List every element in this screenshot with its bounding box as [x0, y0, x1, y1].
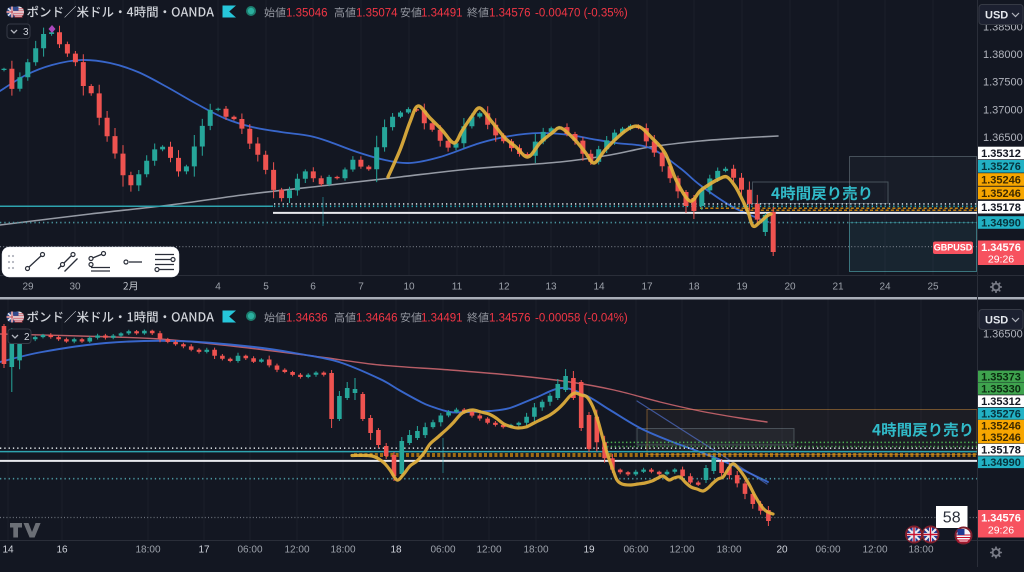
- svg-text:29:26: 29:26: [988, 254, 1014, 266]
- svg-text:1.35276: 1.35276: [981, 409, 1021, 421]
- svg-text:13: 13: [545, 282, 557, 293]
- svg-text:14: 14: [593, 282, 605, 293]
- svg-text:1.35373: 1.35373: [981, 371, 1021, 383]
- svg-text:1.34491: 1.34491: [421, 8, 463, 20]
- svg-text:5: 5: [263, 282, 269, 293]
- svg-text:12:00: 12:00: [284, 545, 309, 556]
- svg-text:12:00: 12:00: [862, 545, 887, 556]
- svg-text:1.35178: 1.35178: [981, 202, 1021, 214]
- svg-text:2: 2: [24, 332, 30, 343]
- svg-text:18:00: 18:00: [330, 545, 355, 556]
- svg-text:1.36500: 1.36500: [983, 132, 1023, 144]
- svg-text:16: 16: [56, 545, 68, 556]
- svg-text:1.34576: 1.34576: [489, 313, 531, 325]
- svg-text:18:00: 18:00: [908, 545, 933, 556]
- svg-text:1.35276: 1.35276: [981, 161, 1021, 173]
- svg-text:-0.00470 (-0.35%): -0.00470 (-0.35%): [535, 8, 628, 20]
- svg-text:19: 19: [583, 545, 595, 556]
- svg-text:12:00: 12:00: [669, 545, 694, 556]
- svg-text:29:26: 29:26: [988, 525, 1014, 537]
- svg-text:20: 20: [776, 545, 788, 556]
- svg-text:1.35178: 1.35178: [981, 445, 1021, 457]
- svg-text:USD: USD: [985, 10, 1008, 22]
- svg-text:58: 58: [943, 510, 961, 527]
- svg-text:30: 30: [69, 282, 81, 293]
- svg-text:1.35246: 1.35246: [981, 174, 1021, 186]
- svg-text:7: 7: [358, 282, 364, 293]
- svg-text:4: 4: [215, 282, 221, 293]
- svg-text:1.34990: 1.34990: [981, 457, 1021, 469]
- svg-text:10: 10: [403, 282, 415, 293]
- svg-text:1.35312: 1.35312: [981, 396, 1021, 408]
- svg-text:-0.00058 (-0.04%): -0.00058 (-0.04%): [535, 313, 628, 325]
- svg-text:06:00: 06:00: [237, 545, 262, 556]
- svg-text:1.35246: 1.35246: [981, 188, 1021, 200]
- svg-text:06:00: 06:00: [623, 545, 648, 556]
- svg-text:1.35246: 1.35246: [981, 432, 1021, 444]
- svg-text:1.34636: 1.34636: [286, 313, 328, 325]
- svg-text:1.34646: 1.34646: [356, 313, 398, 325]
- svg-text:12:00: 12:00: [476, 545, 501, 556]
- svg-text:18:00: 18:00: [523, 545, 548, 556]
- svg-text:1.35246: 1.35246: [981, 421, 1021, 433]
- svg-text:21: 21: [832, 282, 844, 293]
- svg-text:18: 18: [390, 545, 402, 556]
- svg-text:11: 11: [452, 282, 463, 293]
- svg-text:1.34576: 1.34576: [489, 8, 531, 20]
- svg-text:18:00: 18:00: [135, 545, 160, 556]
- svg-text:17: 17: [198, 545, 210, 556]
- svg-text:18:00: 18:00: [716, 545, 741, 556]
- svg-text:1.37000: 1.37000: [983, 105, 1023, 117]
- svg-text:20: 20: [784, 282, 796, 293]
- svg-text:1.36500: 1.36500: [983, 329, 1023, 341]
- svg-text:12: 12: [498, 282, 510, 293]
- svg-text:1.35046: 1.35046: [286, 8, 328, 20]
- svg-text:1.38000: 1.38000: [983, 49, 1023, 61]
- svg-text:17: 17: [641, 282, 653, 293]
- svg-text:1.35330: 1.35330: [981, 384, 1021, 396]
- svg-text:3: 3: [23, 27, 29, 38]
- svg-text:18: 18: [688, 282, 700, 293]
- svg-text:1.37500: 1.37500: [983, 77, 1023, 89]
- svg-text:1.34576: 1.34576: [981, 513, 1021, 525]
- svg-text:1.34491: 1.34491: [421, 313, 463, 325]
- svg-text:06:00: 06:00: [430, 545, 455, 556]
- svg-text:1.34990: 1.34990: [981, 217, 1021, 229]
- svg-text:6: 6: [310, 282, 316, 293]
- svg-text:14: 14: [2, 545, 14, 556]
- svg-text:1.35074: 1.35074: [356, 8, 398, 20]
- svg-text:GBPUSD: GBPUSD: [934, 243, 973, 253]
- svg-text:1.35312: 1.35312: [981, 148, 1021, 160]
- svg-text:24: 24: [879, 282, 891, 293]
- svg-text:25: 25: [927, 282, 939, 293]
- svg-text:29: 29: [22, 282, 34, 293]
- svg-text:1.34576: 1.34576: [981, 242, 1021, 254]
- svg-text:19: 19: [736, 282, 748, 293]
- svg-text:USD: USD: [985, 315, 1008, 327]
- svg-text:06:00: 06:00: [815, 545, 840, 556]
